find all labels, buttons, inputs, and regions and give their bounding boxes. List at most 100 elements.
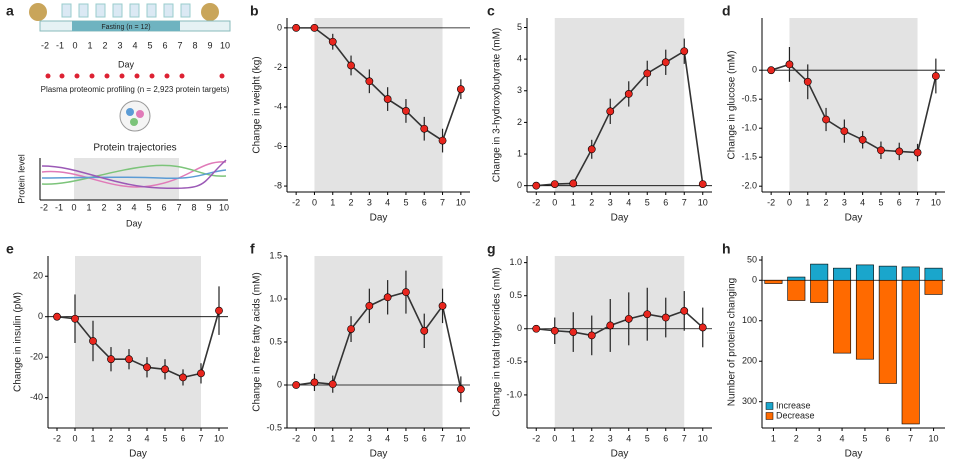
y-tick-label: 0 <box>752 275 757 285</box>
x-tick-label: 2 <box>108 433 113 443</box>
bar <box>855 279 874 360</box>
x-tick-label: 0 <box>72 433 77 443</box>
fasting-label: Fasting (n = 12) <box>101 24 150 31</box>
mean-point <box>587 331 596 340</box>
x-tick-label: 6 <box>422 197 427 207</box>
y-tick-label: -2 <box>274 62 282 72</box>
x-tick-label: 7 <box>440 197 445 207</box>
drop <box>59 73 65 79</box>
mean-point <box>785 60 794 69</box>
y-tick-label: -40 <box>30 392 43 402</box>
fasting-shade <box>789 18 918 192</box>
day-label: 10 <box>220 40 230 50</box>
drop <box>134 73 140 79</box>
mean-line <box>536 309 704 337</box>
glass <box>61 3 72 18</box>
timeline-axis-label: Day <box>118 59 135 69</box>
x-tick-label: 0 <box>787 197 792 207</box>
mean-point <box>661 313 670 322</box>
x-tick-label: 0 <box>312 197 317 207</box>
x-tick-label: 4 <box>626 197 631 207</box>
panel: b -8 -6 -4 -2 0 -2 0 1 2 3 4 5 6 7 10 Day Change in weigh… <box>250 3 470 224</box>
y-tick-label: 200 <box>742 356 757 366</box>
panel: g -1.0 -0.5 0 0.5 1.0 -2 0 1 2 3 4 5 6 7 10 Day Change in… <box>487 241 712 460</box>
trajectory <box>41 169 227 180</box>
legend-label: Increase <box>776 400 811 410</box>
x-tick-label: 5 <box>403 433 408 443</box>
x-axis-label: Day <box>845 449 863 460</box>
panel: d -2.0 -1.5 -1.0 -0.5 0 -2 0 1 2 3 4 5 6 7 10 Day Change … <box>722 3 945 224</box>
x-tick-label: 2 <box>824 197 829 207</box>
mean-point <box>858 135 867 144</box>
x-tick-label: 5 <box>403 197 408 207</box>
x-tick-label: 1 <box>90 433 95 443</box>
panel-label: d <box>722 3 731 19</box>
bar <box>764 279 783 284</box>
mean-point <box>365 77 374 86</box>
fasting-shade <box>314 256 443 428</box>
x-tick-label: 4 <box>385 433 390 443</box>
x-tick-label: 2 <box>349 433 354 443</box>
legend-label: Decrease <box>776 410 815 420</box>
trajectories-title: Protein trajectories <box>93 143 176 154</box>
mean-line <box>296 27 462 142</box>
panel-label: g <box>487 241 496 257</box>
x-tick-label: 6 <box>897 197 902 207</box>
mean-point <box>569 328 578 336</box>
y-tick-label: 4 <box>517 54 522 64</box>
y-tick-label: -0.5 <box>506 356 522 366</box>
mean-point <box>840 127 849 136</box>
x-tick-label: 4 <box>626 433 631 443</box>
glass <box>112 3 123 18</box>
day-label: 7 <box>176 202 181 212</box>
y-tick-label: 0 <box>517 180 522 190</box>
mean-point <box>143 363 151 372</box>
y-tick-label: 50 <box>747 254 757 264</box>
mean-point <box>310 378 319 387</box>
mean-point <box>550 326 559 335</box>
x-tick-label: -2 <box>767 197 775 207</box>
profiling-label: Plasma proteomic profiling (n = 2,923 pr… <box>41 85 230 94</box>
mean-point <box>438 301 447 310</box>
mean-point <box>179 373 187 382</box>
day-label: 7 <box>177 40 182 50</box>
y-tick-label: 1.5 <box>269 250 282 260</box>
x-tick-label: 7 <box>198 433 203 443</box>
day-label: 6 <box>162 40 167 50</box>
x-tick-label: 0 <box>552 197 557 207</box>
x-tick-label: 10 <box>929 433 939 443</box>
x-tick-label: -2 <box>53 433 61 443</box>
day-label: -1 <box>56 40 64 50</box>
y-tick-label: 0 <box>752 65 757 75</box>
day-label: 2 <box>102 40 107 50</box>
mean-point <box>587 145 596 154</box>
day-label: 9 <box>206 202 211 212</box>
y-tick-label: 300 <box>742 396 757 406</box>
panel-label: h <box>722 241 731 257</box>
y-axis-label: Number of proteins changing <box>727 278 738 406</box>
drop <box>179 73 185 79</box>
mean-point <box>698 180 707 188</box>
mean-point <box>420 326 429 335</box>
mean-point <box>624 90 633 98</box>
mean-point <box>680 47 689 56</box>
day-label: 4 <box>131 202 136 212</box>
mean-point <box>643 69 652 78</box>
bar <box>787 276 806 281</box>
day-label: 1 <box>86 202 91 212</box>
protein <box>130 118 138 126</box>
protein-icon <box>119 100 151 132</box>
day-label: 0 <box>72 40 77 50</box>
y-tick-label: 20 <box>33 271 43 281</box>
panel-label: c <box>487 3 495 19</box>
glasses <box>61 3 191 18</box>
x-tick-label: 10 <box>931 197 941 207</box>
day-label: 1 <box>87 40 92 50</box>
x-tick-label: -2 <box>292 433 300 443</box>
x-tick-label: -2 <box>532 433 540 443</box>
mean-point <box>913 148 922 157</box>
x-tick-label: 6 <box>885 433 890 443</box>
mean-point <box>803 77 812 86</box>
x-tick-label: 7 <box>682 197 687 207</box>
day-label: 2 <box>101 202 106 212</box>
